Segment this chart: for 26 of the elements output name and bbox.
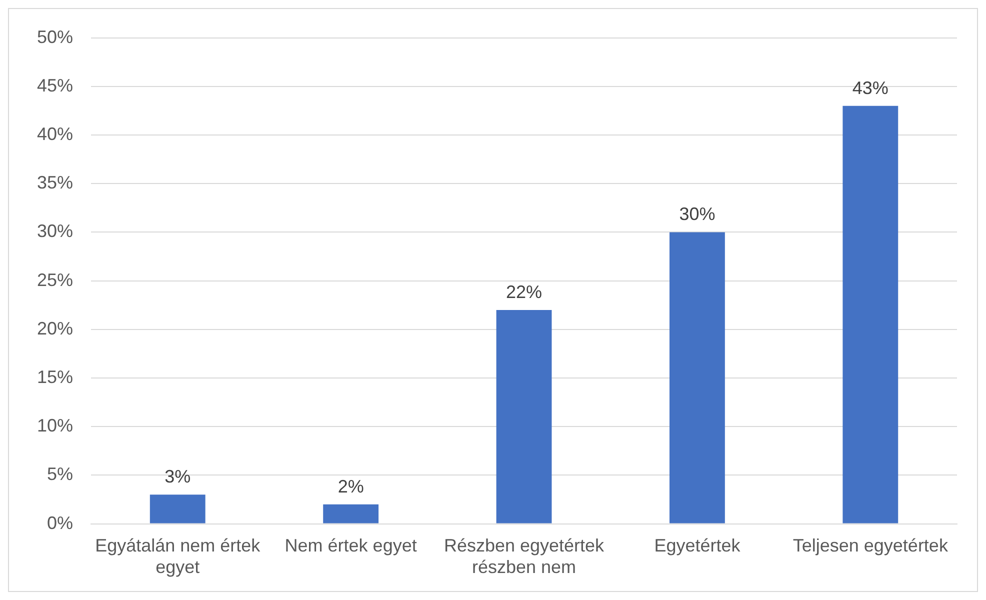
bar — [669, 232, 725, 524]
y-tick-label: 30% — [36, 221, 74, 242]
y-tick-label: 10% — [36, 416, 74, 436]
y-tick-label: 15% — [36, 366, 74, 387]
y-tick-label: 0% — [47, 512, 74, 533]
x-tick-label: Teljesen egyetértek — [792, 536, 949, 556]
y-tick-label: 20% — [36, 318, 74, 338]
y-tick-label: 35% — [36, 172, 74, 193]
data-label: 2% — [338, 476, 364, 496]
data-label: 30% — [679, 204, 716, 224]
data-label: 43% — [852, 78, 888, 98]
y-tick-label: 50% — [36, 26, 74, 47]
x-tick-label: Egyátalán nem értek egyet — [95, 536, 262, 578]
x-tick-label: Egyetértek — [654, 536, 742, 556]
y-tick-label: 40% — [36, 124, 74, 144]
y-tick-label: 45% — [36, 75, 74, 96]
bar — [323, 504, 379, 524]
x-tick-label: Nem értek egyet — [284, 536, 417, 556]
y-tick-label: 25% — [36, 270, 74, 290]
y-tick-label: 5% — [47, 464, 74, 484]
data-label: 22% — [506, 282, 542, 302]
x-tick-label: Részben egyetértek részben nem — [444, 536, 606, 578]
bar — [496, 310, 552, 524]
bar — [150, 494, 206, 524]
data-label: 3% — [164, 466, 191, 487]
bar — [842, 106, 898, 524]
